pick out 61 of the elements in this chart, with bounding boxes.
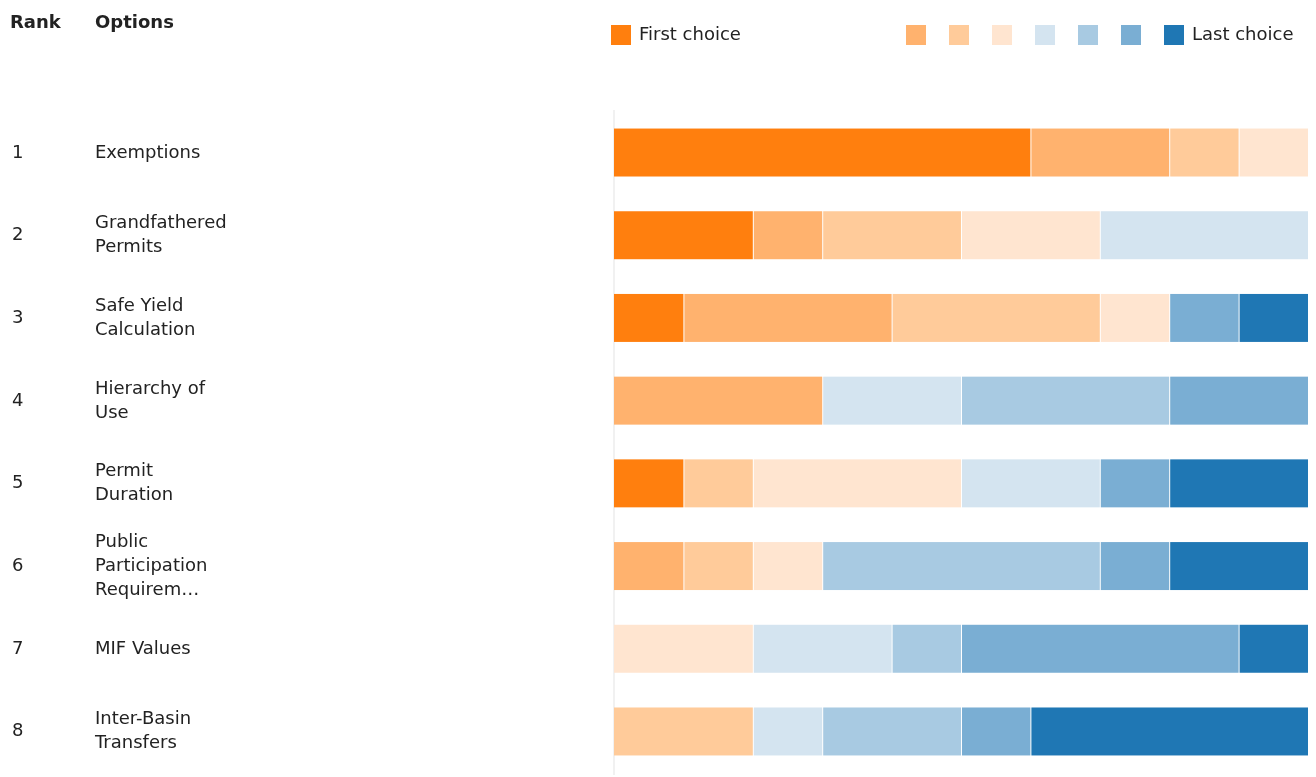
- bar: [823, 707, 961, 756]
- bar: [753, 542, 823, 591]
- text: Rank: [10, 11, 62, 32]
- bar: [1170, 542, 1308, 591]
- bar: [614, 211, 753, 260]
- bar: [892, 293, 1100, 342]
- bar: [962, 211, 1100, 260]
- bar: [1100, 211, 1308, 260]
- bar: [753, 211, 823, 260]
- bar: [1239, 624, 1308, 673]
- bar: [1239, 293, 1308, 342]
- bar: [962, 376, 1170, 425]
- bar: [1170, 293, 1239, 342]
- bar: [614, 707, 753, 756]
- bar: [753, 459, 961, 508]
- y-tick-label: Hierarchy of Use: [95, 376, 206, 422]
- y-tick-label: Permit Duration: [95, 459, 174, 505]
- legend-label: Last choice: [1192, 23, 1294, 44]
- y-tick-label: MIF Values: [95, 636, 191, 658]
- bar: [614, 376, 823, 425]
- bar: [1031, 128, 1170, 177]
- legend-label: First choice: [639, 23, 741, 44]
- bar: [962, 459, 1100, 508]
- text: 3: [12, 305, 24, 327]
- bar: [962, 707, 1031, 756]
- text: 2: [12, 223, 24, 245]
- text: 7: [12, 636, 24, 658]
- text: 6: [12, 554, 24, 576]
- bar: [1170, 128, 1239, 177]
- bar: [962, 624, 1239, 673]
- bar: [753, 707, 823, 756]
- y-tick-label: Public Participation Requirem…: [95, 530, 208, 600]
- bar: [1031, 707, 1308, 756]
- bar: [614, 128, 1031, 177]
- text: 4: [12, 388, 24, 410]
- bar: [684, 293, 892, 342]
- bar: [1100, 459, 1170, 508]
- bar: [1239, 128, 1308, 177]
- bar: [1100, 293, 1170, 342]
- bar: [684, 459, 753, 508]
- y-tick-label: Safe Yield Calculation: [95, 293, 196, 339]
- bar: [892, 624, 961, 673]
- bar: [823, 376, 961, 425]
- text: 5: [12, 471, 24, 493]
- bar: [1170, 459, 1308, 508]
- bar: [614, 542, 684, 591]
- bar: [823, 542, 1100, 591]
- bar: [753, 624, 892, 673]
- text: 8: [12, 719, 24, 741]
- bar: [1100, 542, 1170, 591]
- y-tick-label: Exemptions: [95, 140, 201, 162]
- bar: [614, 624, 753, 673]
- y-tick-label: Grandfathered Permits: [95, 211, 227, 257]
- bar: [823, 211, 961, 260]
- text: 1: [12, 140, 24, 162]
- bar: [684, 542, 753, 591]
- bar: [614, 459, 684, 508]
- bar: [614, 293, 684, 342]
- bar: [1170, 376, 1308, 425]
- text: Options: [95, 11, 174, 32]
- y-tick-label: Inter-Basin Transfers: [94, 707, 192, 753]
